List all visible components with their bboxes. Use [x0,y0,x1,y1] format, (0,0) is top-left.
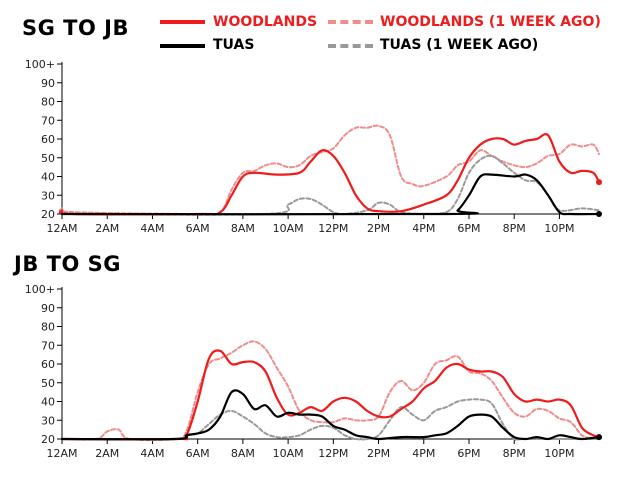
y-tick-label: 40 [41,396,55,409]
series-line-tuas-1-week-ago [61,398,600,442]
x-tick-label: 4PM [412,222,435,235]
series-line-tuas [60,173,601,216]
y-tick-label: 60 [41,358,55,371]
x-tick-label: 8PM [503,222,526,235]
x-tick-label: 12AM [46,222,77,235]
series-line-woodlands-1-week-ago [58,124,600,216]
x-tick-label: 2AM [95,222,119,235]
x-tick-label: 6PM [457,222,480,235]
y-tick-label: 100+ [25,283,55,296]
x-tick-label: 8PM [503,447,526,460]
x-tick-label: 10PM [544,222,574,235]
y-tick-label: 50 [41,152,55,165]
y-tick-label: 20 [41,433,55,446]
legend-label-woodlands: WOODLANDS [213,14,318,30]
y-tick-label: 20 [41,208,55,221]
y-tick-label: 80 [41,321,55,334]
legend-swatch-woodlands-prev [328,20,373,24]
x-tick-label: 4PM [412,447,435,460]
x-tick-label: 8AM [231,447,255,460]
y-tick-label: 100+ [25,58,55,71]
series-line-tuas [60,389,601,441]
legend-swatch-tuas [160,44,205,48]
y-tick-label: 70 [41,114,55,127]
y-tick-label: 40 [41,171,55,184]
x-tick-label: 12PM [318,447,348,460]
series-line-woodlands [58,133,601,216]
chart-title-sg-to-jb: SG TO JB [22,16,129,40]
legend-label-tuas: TUAS [213,37,255,53]
legend-label-tuas-prev: TUAS (1 WEEK AGO) [380,37,539,53]
x-tick-label: 4AM [140,447,164,460]
series-line-woodlands-1-week-ago [61,340,595,442]
x-tick-label: 2PM [367,222,390,235]
y-tick-label: 80 [41,96,55,109]
series-line-tuas-1-week-ago [61,154,600,216]
y-tick-label: 90 [41,302,55,315]
y-tick-label: 90 [41,77,55,90]
legend-swatch-woodlands [160,20,205,24]
y-tick-label: 60 [41,133,55,146]
x-tick-label: 12AM [46,447,77,460]
legend-swatch-tuas-prev [328,44,373,48]
y-tick-label: 50 [41,377,55,390]
x-tick-label: 4AM [140,222,164,235]
x-tick-label: 8AM [231,222,255,235]
y-tick-label: 70 [41,339,55,352]
x-tick-label: 10AM [273,222,304,235]
x-tick-label: 6AM [186,447,210,460]
x-tick-label: 6AM [186,222,210,235]
x-tick-label: 2PM [367,447,390,460]
x-tick-label: 10PM [544,447,574,460]
end-marker-tuas [596,211,602,217]
legend-label-woodlands-prev: WOODLANDS (1 WEEK AGO) [380,14,601,30]
x-tick-label: 10AM [273,447,304,460]
chart-title-jb-to-sg: JB TO SG [14,252,121,276]
x-tick-label: 2AM [95,447,119,460]
y-tick-label: 30 [41,414,55,427]
y-tick-label: 30 [41,189,55,202]
x-tick-label: 12PM [318,222,348,235]
series-line-woodlands [60,349,601,441]
end-marker-tuas [596,434,602,441]
x-tick-label: 6PM [457,447,480,460]
end-marker-woodlands [596,179,602,186]
chart-jb-to-sg: 20 30 40 50 60 70 80 90 100+ 12AM 2AM 4AM 6AM 8AM 10AM… [25,283,602,460]
chart-sg-to-jb: 20 30 40 50 60 70 80 90 100+ 12AM 2AM 4AM 6AM 8AM 10AM… [25,58,602,235]
